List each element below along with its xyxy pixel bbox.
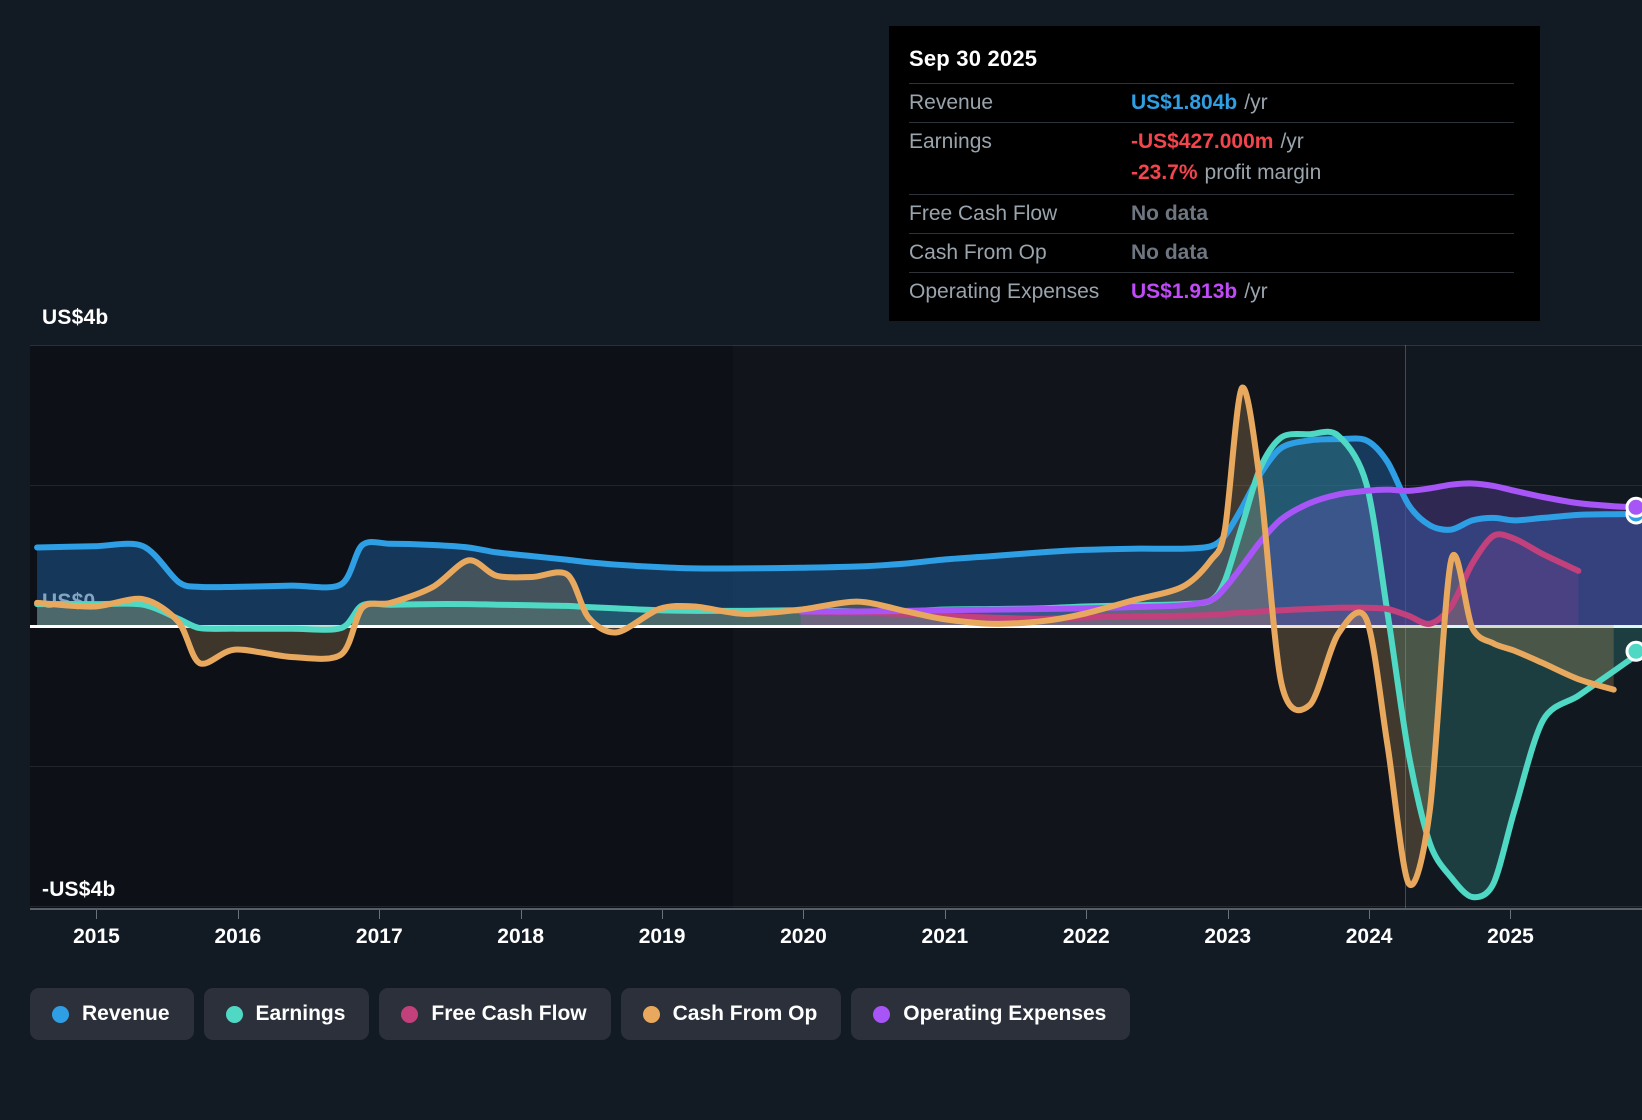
legend-item-operating-expenses[interactable]: Operating Expenses (851, 988, 1131, 1040)
x-axis-line (30, 908, 1642, 910)
series-area-operating-expenses (800, 483, 1642, 625)
legend-item-cash-from-op[interactable]: Cash From Op (620, 988, 842, 1040)
series-line-cash-from-op (34, 384, 1617, 889)
tooltip-row-value-group: No data (1131, 241, 1208, 265)
gridline-neg4b (30, 906, 1642, 907)
legend-item-label: Earnings (255, 1002, 346, 1025)
legend-item-label: Cash From Op (672, 1002, 818, 1025)
legend-item-free-cash-flow[interactable]: Free Cash Flow (379, 988, 611, 1040)
x-axis-tick (96, 910, 98, 919)
tooltip-row-unit: /yr (1244, 280, 1268, 303)
tooltip-row-value-group: -23.7% profit margin (1131, 161, 1321, 185)
x-axis-tick (944, 910, 946, 919)
tooltip-row: Earnings -US$427.000m/yr (909, 122, 1514, 161)
y-axis-label-top: US$4b (42, 306, 109, 329)
tooltip-row-label: Earnings (909, 130, 992, 153)
y-axis-label-bottom: -US$4b (42, 878, 116, 901)
x-axis-tick (1086, 910, 1088, 919)
legend-color-dot-icon (225, 1005, 243, 1023)
x-axis-tick (662, 910, 664, 919)
tooltip-row-label: Cash From Op (909, 241, 1047, 264)
tooltip-row-value-group: -US$427.000m/yr (1131, 130, 1304, 154)
tooltip-row-value-group: US$1.913b/yr (1131, 280, 1268, 304)
x-axis-label: 2020 (780, 925, 827, 948)
tooltip-row: Free Cash Flow No data (909, 194, 1514, 233)
x-axis-label: 2017 (355, 925, 403, 948)
x-axis-label: 2024 (1345, 925, 1393, 948)
tooltip-row-value: No data (1131, 241, 1209, 264)
x-axis-tick (237, 910, 239, 919)
series-line-operating-expenses (797, 480, 1642, 615)
x-axis-label: 2016 (214, 925, 262, 948)
legend-item-revenue[interactable]: Revenue (30, 988, 194, 1040)
x-axis-tick (1369, 910, 1371, 919)
tooltip-row-value: -US$427.000m (1131, 130, 1274, 153)
chart-series-canvas (34, 384, 1642, 901)
tooltip-row-unit: /yr (1280, 130, 1304, 153)
tooltip-row-value: -23.7% (1131, 161, 1198, 184)
legend-item-label: Operating Expenses (903, 1002, 1107, 1025)
tooltip-rows: Revenue US$1.804b/yr Earnings -US$427.000m /… (909, 83, 1514, 311)
tooltip-row: Revenue US$1.804b/yr (909, 83, 1514, 122)
financial-performance-chart: US$4b US$0 -US$4b 2015201620172018201920… (30, 306, 1642, 948)
tooltip-row-unit: profit margin (1204, 161, 1322, 184)
tooltip-row-value: US$1.913b (1131, 280, 1238, 303)
chart-legend: Revenue Earnings Free Cash Flow Cash From O… (30, 988, 1131, 1040)
tooltip-row: Cash From Op No data (909, 233, 1514, 272)
x-axis-label: 2019 (638, 925, 686, 948)
gridline-4b (30, 345, 1642, 346)
series-line-revenue (34, 435, 1642, 591)
tooltip-date: Sep 30 2025 (909, 46, 1038, 71)
legend-color-dot-icon (401, 1005, 419, 1023)
tooltip-row-unit: /yr (1244, 91, 1268, 114)
series-area-cash-from-op (37, 387, 1614, 886)
x-axis-label: 2022 (1062, 925, 1110, 948)
series-tooltip-panel: Sep 30 2025 Revenue US$1.804b/yr Earnings -… (889, 26, 1540, 321)
series-endpoint-marker-operating-expenses (1625, 496, 1642, 518)
gridline-2b (30, 485, 1642, 486)
x-axis-tick (379, 910, 381, 919)
tooltip-row-label: Free Cash Flow (909, 202, 1058, 225)
tooltip-row-label: Revenue (909, 91, 994, 114)
legend-item-earnings[interactable]: Earnings (203, 988, 370, 1040)
legend-color-dot-icon (873, 1005, 891, 1023)
tooltip-row-value: No data (1131, 202, 1209, 225)
tooltip-row-value-group: US$1.804b/yr (1131, 91, 1268, 115)
x-axis-tick (1510, 910, 1512, 919)
x-axis-label: 2023 (1204, 925, 1252, 948)
legend-color-dot-icon (52, 1005, 69, 1023)
series-area-revenue (37, 438, 1642, 625)
series-area-earnings (37, 431, 1642, 898)
x-axis-label: 2025 (1487, 925, 1534, 948)
tooltip-row: -23.7% profit margin (909, 161, 1514, 194)
x-axis-label: 2021 (921, 925, 969, 948)
tooltip-row-value-group: No data (1131, 202, 1208, 226)
x-axis-tick (803, 910, 805, 919)
zero-baseline (30, 625, 1642, 628)
tooltip-row-value: US$1.804b (1131, 91, 1238, 114)
x-axis-tick (520, 910, 522, 919)
legend-color-dot-icon (642, 1005, 660, 1023)
legend-item-label: Revenue (82, 1002, 170, 1025)
x-axis-label: 2015 (73, 925, 120, 948)
gridline-neg2b (30, 766, 1642, 767)
x-axis-label: 2018 (497, 925, 545, 948)
tooltip-row: Operating Expenses US$1.913b/yr (909, 272, 1514, 311)
x-axis-tick (1227, 910, 1229, 919)
legend-item-label: Free Cash Flow (431, 1002, 587, 1025)
tooltip-row-label: Operating Expenses (909, 280, 1100, 303)
series-endpoint-marker-earnings (1625, 640, 1642, 662)
